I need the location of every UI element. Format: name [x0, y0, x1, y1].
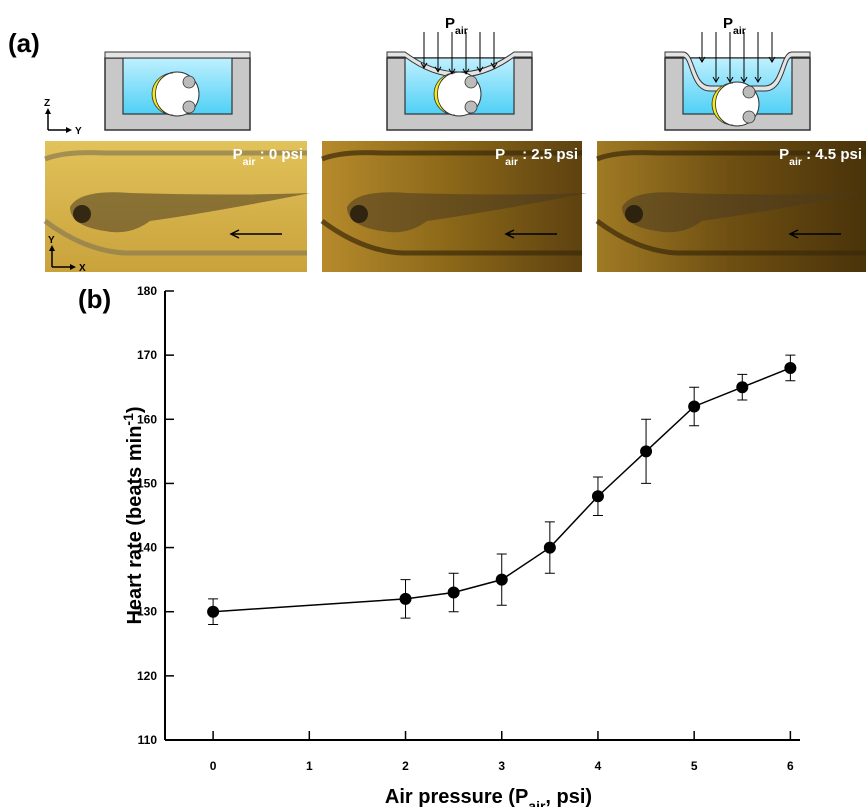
larva-eye — [73, 205, 91, 223]
y-tick-label: 110 — [138, 733, 158, 747]
sphere — [465, 101, 477, 113]
text-part: air — [733, 25, 746, 37]
x-tick-label: 3 — [498, 759, 505, 773]
membrane — [105, 52, 250, 58]
larva-eye — [625, 205, 643, 223]
panel-label: (b) — [78, 284, 111, 314]
text-part: P — [445, 15, 455, 32]
x-axis-label: Air pressure (Pair, psi) — [385, 786, 592, 807]
data-point — [207, 606, 219, 618]
y-tick-label: 120 — [137, 669, 157, 683]
axis-letter: Z — [44, 98, 50, 109]
data-point — [448, 586, 460, 598]
text-part: : 0 psi — [255, 146, 303, 163]
x-tick-label: 2 — [402, 759, 409, 773]
y-axis-label: Heart rate (beats min-1) — [120, 406, 146, 624]
sphere — [743, 86, 755, 98]
y-tick-label: 170 — [137, 348, 157, 362]
sphere — [183, 101, 195, 113]
pressure-label: Pair — [445, 15, 468, 37]
text-part: P — [723, 15, 733, 32]
data-point — [592, 490, 604, 502]
sphere — [743, 111, 755, 123]
data-point — [784, 362, 796, 374]
axis-letter: Y — [75, 126, 82, 137]
x-tick-label: 1 — [306, 759, 313, 773]
sphere — [465, 76, 477, 88]
x-tick-label: 4 — [595, 759, 602, 773]
y-tick-label: 180 — [137, 284, 157, 298]
text-part: P — [495, 146, 505, 163]
data-point — [688, 400, 700, 412]
x-tick-label: 0 — [210, 759, 217, 773]
axis-letter: Y — [48, 235, 55, 246]
data-point — [736, 381, 748, 393]
text-part: : 2.5 psi — [518, 146, 578, 163]
sphere — [183, 76, 195, 88]
data-point — [400, 593, 412, 605]
text-part: , psi) — [545, 786, 592, 807]
text-part: : 4.5 psi — [802, 146, 862, 163]
pressure-label: Pair — [723, 15, 746, 37]
axis-indicator — [48, 110, 70, 130]
text-part: air — [455, 25, 468, 37]
panel-label: (a) — [8, 28, 40, 58]
text-part: air — [243, 156, 256, 168]
text-part: -1 — [120, 413, 136, 426]
x-tick-label: 5 — [691, 759, 698, 773]
text-part: air — [505, 156, 518, 168]
data-point — [496, 574, 508, 586]
text-part: P — [779, 146, 789, 163]
text-part: air — [528, 798, 546, 807]
x-tick-label: 6 — [787, 759, 794, 773]
data-point — [544, 542, 556, 554]
axis-letter: X — [79, 263, 86, 274]
data-point — [640, 445, 652, 457]
text-part: P — [233, 146, 243, 163]
larva-eye — [350, 205, 368, 223]
text-part: Air pressure (P — [385, 786, 528, 807]
text-part: Heart rate (beats min — [124, 426, 146, 625]
y-tick-label: 160 — [137, 412, 157, 426]
figure: (a) (b) PairPairZYPair : 0 psiPair : 2.5… — [0, 0, 866, 807]
text-part: air — [789, 156, 802, 168]
text-part: ) — [124, 406, 146, 413]
